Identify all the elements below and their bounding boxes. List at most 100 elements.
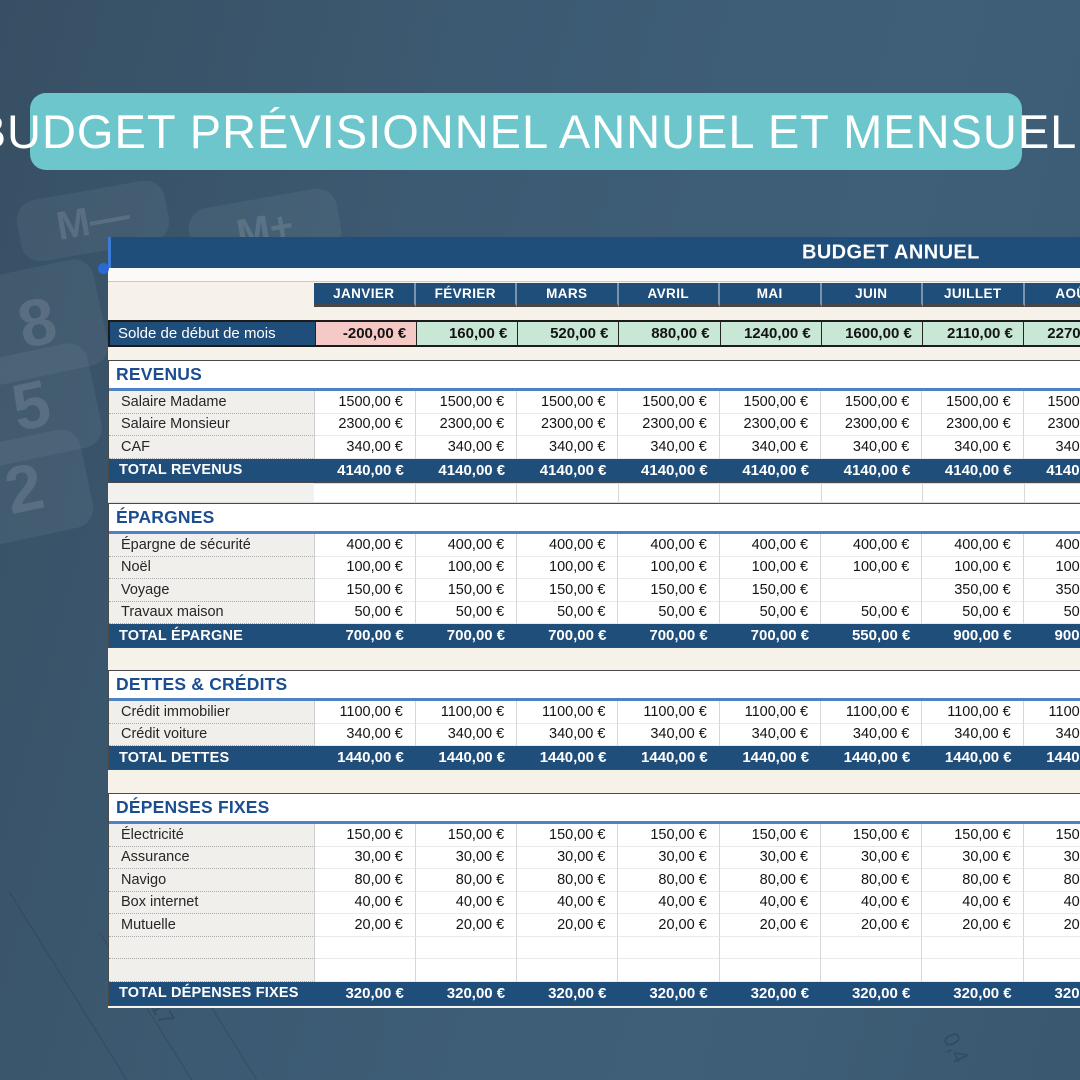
value-cell[interactable]: 340,00 €	[1023, 436, 1080, 459]
value-cell[interactable]: 40,00 €	[922, 891, 1024, 914]
value-cell[interactable]: 2300,00 €	[314, 413, 416, 436]
total-value-cell[interactable]: 4140,00 €	[944, 461, 1012, 479]
value-cell[interactable]	[618, 959, 720, 982]
value-cell[interactable]: 2300,00 €	[618, 413, 720, 436]
value-cell[interactable]	[517, 959, 619, 982]
value-cell[interactable]: 400,00 €	[719, 534, 822, 557]
value-cell[interactable]: 340,00 €	[922, 436, 1024, 459]
opening-balance-value-cell[interactable]: 160,00 €	[416, 322, 518, 345]
value-cell[interactable]: 1100,00 €	[618, 701, 720, 724]
value-cell[interactable]: 400,00 €	[314, 534, 416, 557]
value-cell[interactable]: 100,00 €	[1023, 557, 1080, 579]
value-cell[interactable]: 150,00 €	[517, 824, 619, 847]
value-cell[interactable]: 1500,00 €	[1023, 391, 1080, 414]
value-cell[interactable]	[719, 959, 822, 982]
value-cell[interactable]: 20,00 €	[719, 914, 822, 937]
value-cell[interactable]: 100,00 €	[517, 556, 619, 579]
value-cell[interactable]: 1500,00 €	[517, 391, 619, 414]
value-cell[interactable]: 80,00 €	[517, 869, 619, 892]
value-cell[interactable]: 80,00 €	[618, 869, 720, 892]
sheet-blank-row[interactable]	[108, 268, 1080, 282]
total-value-cell[interactable]: 4140,00 €	[742, 461, 810, 479]
empty-value-cell[interactable]	[923, 483, 1025, 503]
value-cell[interactable]: 2300,00 €	[922, 413, 1024, 436]
value-cell[interactable]: 340,00 €	[517, 436, 619, 459]
total-value-cell[interactable]: 4140,00 €	[539, 461, 607, 479]
value-cell[interactable]	[719, 936, 822, 959]
value-cell[interactable]: 100,00 €	[922, 556, 1024, 579]
value-cell[interactable]: 50,00 €	[517, 601, 619, 624]
value-cell[interactable]: 1500,00 €	[618, 391, 720, 414]
value-cell[interactable]: 100,00 €	[618, 556, 720, 579]
value-cell[interactable]: 1100,00 €	[1023, 701, 1080, 724]
value-cell[interactable]: 340,00 €	[922, 723, 1024, 746]
empty-value-cell[interactable]	[517, 483, 619, 503]
value-cell[interactable]: 80,00 €	[1023, 869, 1080, 892]
value-cell[interactable]	[821, 579, 923, 602]
value-cell[interactable]: 2300,00 €	[719, 413, 822, 436]
value-cell[interactable]: 30,00 €	[1023, 847, 1080, 869]
total-value-cell[interactable]: 700,00 €	[750, 627, 810, 644]
value-cell[interactable]: 340,00 €	[415, 723, 518, 746]
value-cell[interactable]: 400,00 €	[1023, 534, 1080, 557]
month-header-cell[interactable]: AOÛT	[1024, 283, 1080, 307]
row-label-cell[interactable]: Noël	[109, 556, 315, 579]
row-label-cell[interactable]: Crédit voiture	[109, 723, 315, 746]
month-header-cell[interactable]: MARS	[517, 283, 619, 307]
row-label-cell[interactable]: Travaux maison	[109, 601, 315, 624]
value-cell[interactable]: 2300,00 €	[821, 413, 923, 436]
total-value-cell[interactable]: 1440,00 €	[539, 749, 607, 766]
value-cell[interactable]	[1023, 959, 1080, 982]
value-cell[interactable]: 20,00 €	[922, 914, 1024, 937]
total-value-cell[interactable]: 4140,00 €	[438, 461, 506, 479]
month-header-cell[interactable]: JUILLET	[923, 283, 1025, 307]
value-cell[interactable]: 20,00 €	[821, 914, 923, 937]
value-cell[interactable]: 150,00 €	[719, 824, 822, 847]
value-cell[interactable]: 1500,00 €	[922, 391, 1024, 414]
value-cell[interactable]	[517, 936, 619, 959]
empty-label-cell[interactable]	[108, 483, 314, 503]
value-cell[interactable]	[922, 959, 1024, 982]
value-cell[interactable]: 340,00 €	[314, 436, 416, 459]
value-cell[interactable]: 400,00 €	[415, 534, 518, 557]
value-cell[interactable]: 340,00 €	[415, 436, 518, 459]
total-value-cell[interactable]: 320,00 €	[649, 984, 708, 1002]
value-cell[interactable]: 150,00 €	[821, 824, 923, 847]
row-label-cell[interactable]: Électricité	[109, 824, 315, 847]
total-value-cell[interactable]: 550,00 €	[851, 627, 911, 644]
value-cell[interactable]: 20,00 €	[314, 914, 416, 937]
value-cell[interactable]	[314, 959, 416, 982]
value-cell[interactable]: 2300,00 €	[415, 413, 518, 436]
value-cell[interactable]: 80,00 €	[922, 869, 1024, 892]
month-header-cell[interactable]: JUIN	[821, 283, 923, 307]
value-cell[interactable]: 50,00 €	[415, 601, 518, 624]
value-cell[interactable]	[1023, 937, 1080, 959]
value-cell[interactable]: 400,00 €	[618, 534, 720, 557]
value-cell[interactable]: 1100,00 €	[821, 701, 923, 724]
empty-value-cell[interactable]	[821, 483, 923, 503]
empty-value-cell[interactable]	[415, 483, 517, 503]
value-cell[interactable]: 1100,00 €	[517, 701, 619, 724]
selection-handle-dot[interactable]	[98, 263, 109, 274]
total-value-cell[interactable]: 1440,00 €	[337, 749, 404, 766]
value-cell[interactable]: 1100,00 €	[314, 701, 416, 724]
value-cell[interactable]: 150,00 €	[1023, 824, 1080, 847]
total-value-cell[interactable]: 1440,00 €	[1046, 749, 1080, 766]
row-label-cell[interactable]	[109, 959, 315, 982]
opening-balance-value-cell[interactable]: 1240,00 €	[719, 322, 821, 345]
opening-balance-value-cell[interactable]: -200,00 €	[315, 322, 417, 345]
total-value-cell[interactable]: 320,00 €	[345, 984, 404, 1002]
value-cell[interactable]: 350,00 €	[922, 579, 1024, 602]
value-cell[interactable]: 2300,00 €	[517, 413, 619, 436]
value-cell[interactable]: 150,00 €	[922, 824, 1024, 847]
row-label-cell[interactable]: Épargne de sécurité	[109, 534, 315, 557]
value-cell[interactable]: 20,00 €	[1023, 914, 1080, 937]
opening-balance-value-cell[interactable]: 2270,00 €	[1022, 322, 1080, 345]
value-cell[interactable]	[821, 936, 923, 959]
month-header-cell[interactable]: JANVIER	[314, 283, 416, 307]
value-cell[interactable]: 30,00 €	[821, 846, 923, 869]
value-cell[interactable]	[314, 936, 416, 959]
value-cell[interactable]: 50,00 €	[821, 601, 923, 624]
opening-balance-value-cell[interactable]: 880,00 €	[618, 322, 720, 345]
opening-balance-label[interactable]: Solde de début de mois	[110, 322, 316, 345]
